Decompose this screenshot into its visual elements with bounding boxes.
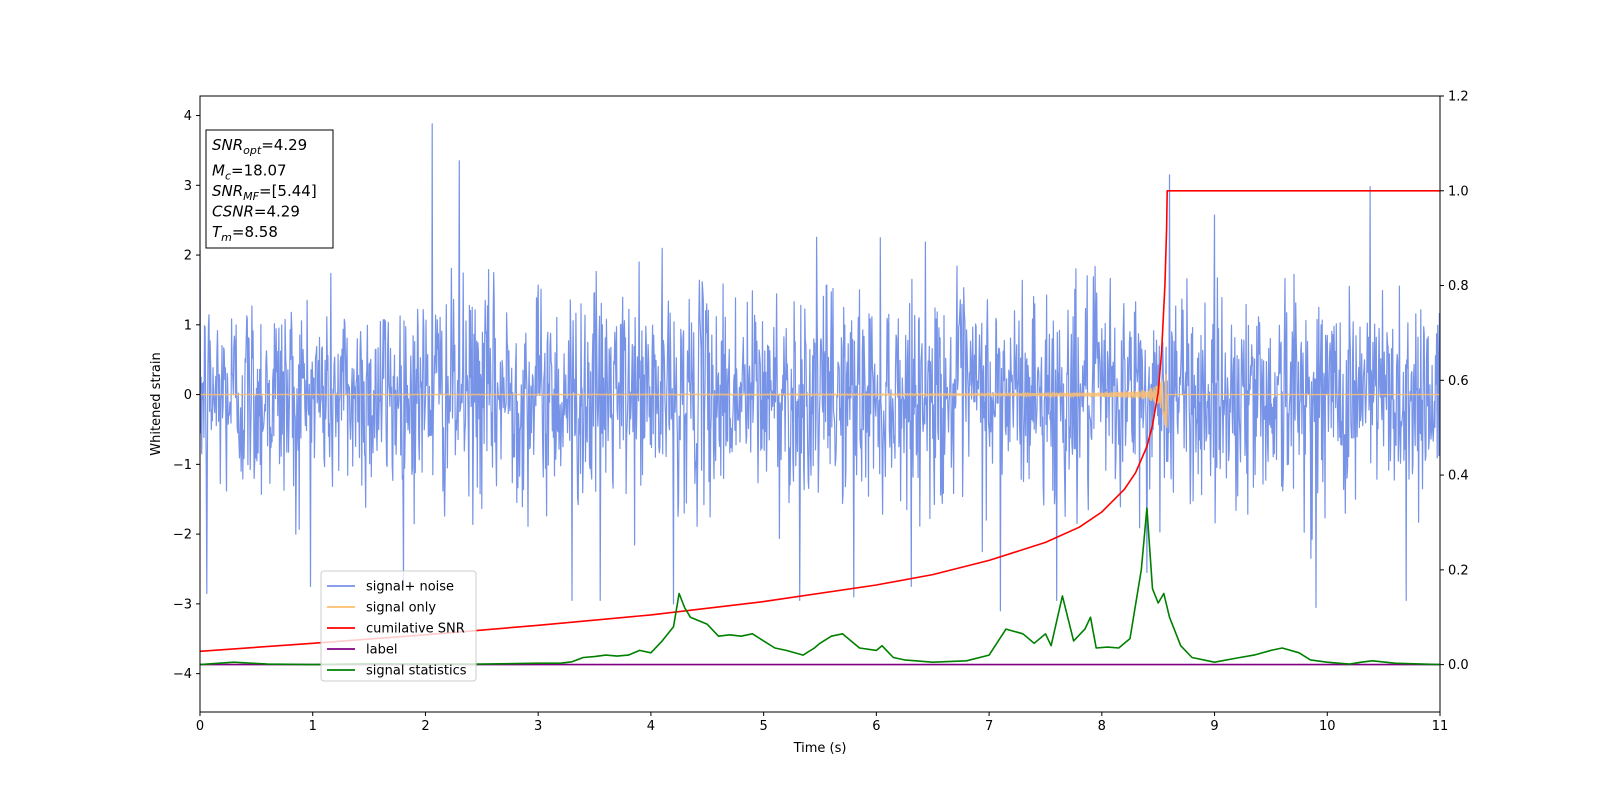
y-left-tick-label: 4	[184, 109, 192, 124]
x-axis: 0 1 2 3 4 5 6 7 8 9 10 11	[196, 712, 1448, 734]
x-tick-label: 3	[534, 719, 542, 734]
legend-items: signal+ noise signal only cumilative SNR la…	[327, 580, 467, 679]
y-axis-left: 4 3 2 1 0 −1 −2 −3 −4	[173, 109, 200, 682]
info-line-subscript: m	[221, 231, 232, 244]
info-line-symbol: T	[212, 223, 223, 241]
y-left-tick-label: −2	[173, 528, 192, 543]
y-left-tick-label: 1	[184, 318, 192, 333]
x-tick-label: 1	[309, 719, 317, 734]
series-signal-only-line	[200, 373, 1440, 428]
x-tick-label: 0	[196, 719, 204, 734]
y-right-tick-label: 0.0	[1448, 658, 1469, 673]
x-axis-title: Time (s)	[793, 741, 847, 756]
info-line-value: =4.29	[254, 203, 300, 221]
x-tick-label: 11	[1432, 719, 1449, 734]
legend-label-cumilative-snr: cumilative SNR	[366, 622, 465, 637]
legend: signal+ noise signal only cumilative SNR la…	[320, 570, 477, 682]
info-line: Tm=8.58	[212, 223, 278, 244]
y-left-tick-label: 3	[184, 179, 192, 194]
legend-frame	[320, 570, 477, 682]
info-box-frame	[205, 129, 334, 249]
info-line-value: =8.58	[232, 223, 278, 241]
x-tick-label: 6	[872, 719, 880, 734]
info-line-symbol: CSNR	[212, 203, 254, 221]
info-line-value: =[5.44]	[259, 182, 317, 200]
series-signal-statistics-line	[200, 507, 1440, 666]
info-line-value: =4.29	[261, 136, 307, 154]
x-tick-label: 9	[1210, 719, 1218, 734]
x-tick-label: 5	[759, 719, 767, 734]
y-right-tick-label: 0.2	[1448, 563, 1469, 578]
legend-label-signal-only: signal only	[366, 601, 436, 616]
info-line-subscript: MF	[243, 190, 259, 203]
y-left-tick-label: −4	[173, 667, 192, 682]
info-line-subscript: opt	[243, 144, 262, 157]
y-right-tick-label: 0.4	[1448, 469, 1469, 484]
info-line: SNRopt=4.29	[212, 136, 307, 157]
x-tick-label: 2	[421, 719, 429, 734]
x-tick-label: 7	[985, 719, 993, 734]
y-left-tick-label: −1	[173, 458, 192, 473]
info-line-subscript: c	[225, 170, 231, 183]
info-line-symbol: M	[212, 162, 225, 180]
info-line-value: =18.07	[231, 162, 287, 180]
y-right-tick-label: 0.6	[1448, 374, 1469, 389]
y-right-tick-label: 0.8	[1448, 279, 1469, 294]
series-cumilative-snr-line	[200, 190, 1440, 653]
y-left-tick-label: 0	[184, 388, 192, 403]
info-box: SNRopt=4.29Mc=18.07SNRMF=[5.44]CSNR=4.29…	[205, 129, 334, 249]
y-axis-title: Whitened strain	[149, 352, 164, 455]
info-line: CSNR=4.29	[212, 203, 300, 221]
info-line-symbol: SNR	[212, 182, 243, 200]
y-left-tick-label: −3	[173, 597, 192, 612]
info-lines: SNRopt=4.29Mc=18.07SNRMF=[5.44]CSNR=4.29…	[212, 136, 317, 244]
x-tick-label: 10	[1319, 719, 1336, 734]
legend-label-signal-noise: signal+ noise	[366, 580, 454, 595]
y-left-tick-label: 2	[184, 249, 192, 264]
legend-label-signal-statistics: signal statistics	[366, 664, 467, 679]
plot-frame	[199, 95, 1441, 713]
info-line: Mc=18.07	[212, 162, 287, 183]
info-line-symbol: SNR	[212, 136, 243, 154]
x-tick-label: 4	[647, 719, 655, 734]
legend-label-label: label	[366, 643, 397, 658]
y-right-tick-label: 1.2	[1448, 90, 1469, 105]
y-right-tick-label: 1.0	[1448, 184, 1469, 199]
y-axis-right: 1.2 1.0 0.8 0.6 0.4 0.2 0.0	[1440, 90, 1469, 673]
info-line: SNRMF=[5.44]	[212, 182, 317, 203]
x-tick-label: 8	[1098, 719, 1106, 734]
